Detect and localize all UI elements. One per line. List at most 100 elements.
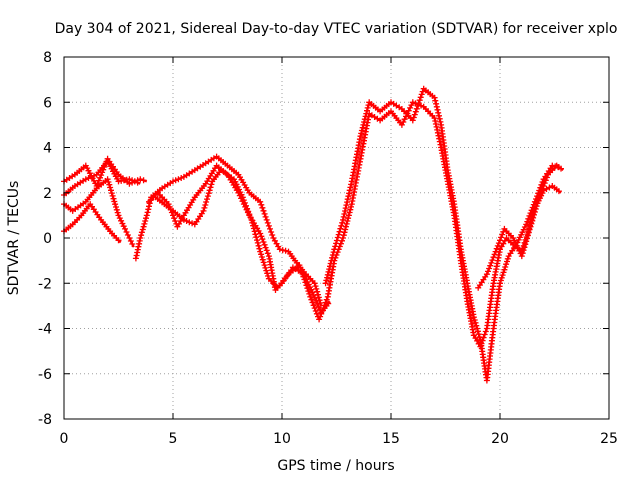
- data-point: [257, 198, 264, 205]
- data-point: [476, 334, 483, 340]
- data-point: [320, 305, 327, 312]
- data-point: [265, 222, 272, 229]
- data-point: [254, 239, 261, 246]
- data-point: [141, 220, 148, 227]
- data-point: [340, 235, 346, 241]
- data-point: [249, 219, 256, 226]
- data-point: [523, 221, 530, 228]
- y-tick-label: 4: [43, 141, 52, 157]
- data-point: [502, 264, 509, 270]
- data-point: [434, 126, 441, 133]
- data-point: [473, 322, 480, 329]
- data-point: [494, 242, 501, 249]
- data-point: [313, 285, 320, 292]
- data-point: [475, 331, 482, 338]
- series-track-9: [475, 162, 564, 291]
- chart-title: Day 304 of 2021, Sidereal Day-to-day VTE…: [55, 21, 618, 37]
- data-point: [524, 218, 531, 225]
- data-point: [247, 214, 254, 221]
- data-point: [250, 222, 257, 229]
- data-point: [348, 203, 354, 210]
- data-point: [434, 106, 441, 113]
- data-point: [532, 206, 539, 212]
- data-point: [491, 251, 498, 258]
- data-point: [85, 175, 92, 181]
- data-point: [530, 214, 537, 221]
- data-point: [322, 280, 329, 287]
- data-point: [328, 257, 335, 264]
- data-point: [493, 245, 500, 252]
- data-point: [310, 292, 317, 299]
- data-point: [91, 172, 97, 179]
- x-tick-label: 20: [491, 431, 509, 447]
- data-point: [240, 197, 247, 204]
- data-point: [122, 225, 128, 232]
- data-point: [109, 192, 116, 199]
- data-point: [200, 207, 207, 214]
- data-point: [498, 234, 505, 241]
- data-point: [431, 94, 438, 101]
- data-point: [308, 296, 315, 303]
- data-point: [333, 237, 340, 244]
- data-point: [498, 274, 505, 281]
- data-point: [472, 319, 479, 326]
- series-track-4: [61, 201, 122, 244]
- data-point: [170, 178, 176, 185]
- data-point: [488, 259, 495, 266]
- y-tick-label: -2: [38, 276, 52, 292]
- x-tick-label: 25: [600, 431, 618, 447]
- data-point: [323, 277, 330, 284]
- data-point: [497, 280, 503, 287]
- data-point: [131, 178, 138, 185]
- data-point: [534, 200, 541, 207]
- data-point: [334, 234, 341, 241]
- data-point: [348, 181, 355, 188]
- data-point: [171, 215, 178, 222]
- data-point: [255, 242, 262, 249]
- data-point: [411, 111, 418, 118]
- data-point: [262, 244, 269, 251]
- data-point: [531, 209, 538, 215]
- data-point: [140, 223, 147, 230]
- series-track-8: [322, 85, 562, 384]
- data-point: [527, 210, 534, 217]
- data-point: [407, 104, 414, 111]
- data-point: [260, 239, 267, 245]
- data-point: [500, 269, 507, 276]
- data-point: [497, 277, 504, 284]
- data-point: [492, 248, 499, 255]
- data-point: [529, 217, 536, 224]
- data-point: [528, 220, 535, 227]
- data-point: [116, 215, 123, 222]
- data-point: [364, 107, 370, 114]
- data-point: [265, 273, 271, 279]
- data-point: [118, 217, 125, 224]
- data-point: [504, 255, 511, 262]
- data-point: [282, 247, 289, 254]
- data-point: [317, 313, 324, 320]
- series-layer: [61, 85, 564, 384]
- data-point: [119, 220, 126, 227]
- data-point: [415, 100, 422, 107]
- data-point: [474, 328, 481, 335]
- data-point: [298, 267, 305, 274]
- data-point: [263, 247, 270, 254]
- data-point: [495, 240, 502, 247]
- data-point: [256, 245, 263, 252]
- data-point: [433, 100, 440, 107]
- data-point: [186, 219, 193, 226]
- data-point: [326, 266, 333, 273]
- data-point: [107, 184, 114, 191]
- data-point: [172, 218, 179, 224]
- data-point: [539, 185, 546, 192]
- data-point: [315, 303, 322, 310]
- data-point: [339, 237, 345, 244]
- data-point: [470, 314, 477, 321]
- data-point: [138, 229, 145, 236]
- data-point: [114, 209, 121, 216]
- data-point: [310, 302, 317, 309]
- data-point: [305, 288, 312, 295]
- data-point: [346, 187, 353, 194]
- data-point: [518, 253, 525, 260]
- data-point: [474, 325, 481, 332]
